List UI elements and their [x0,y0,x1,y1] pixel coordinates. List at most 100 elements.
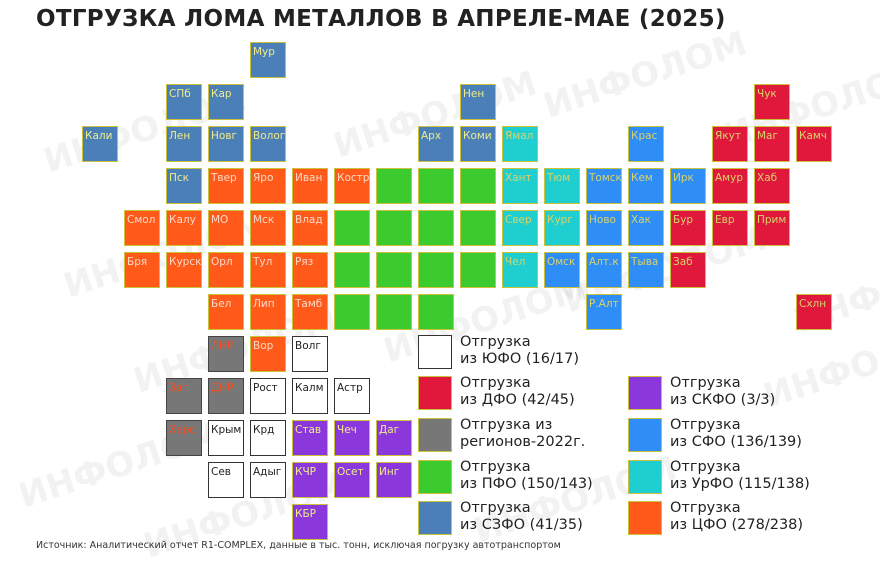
legend-label: Отгрузка из СФО (136/139) [670,417,860,451]
region-label: Лен [169,130,191,142]
region-tile: Арх [418,126,454,162]
region-tile: Омск [544,252,580,288]
region-tile: Смол [124,210,160,246]
legend-label: Отгрузка из ЮФО (16/17) [460,334,650,368]
region-tile: Костр [334,168,370,204]
region-label: Адыг [253,466,282,478]
region-tile: Бря [124,252,160,288]
legend-swatch [418,376,452,410]
region-tile: Бур [670,210,706,246]
region-label: Бря [127,256,148,268]
region-label: Ирк [673,172,694,184]
legend-label: Отгрузка из СКФО (3/3) [670,375,860,409]
region-tile: КБР [292,504,328,540]
region-tile: Зап [166,378,202,414]
region-tile: Мск [250,210,286,246]
region-label: Омск [547,256,576,268]
region-label: Арх [421,130,442,142]
region-tile: Яро [250,168,286,204]
legend-line-1: Отгрузка [460,375,531,391]
region-label: Волог [253,130,286,142]
region-tile: Ново [586,210,622,246]
region-tile: Лип [250,294,286,330]
legend-line-2: из УрФО (115/138) [670,476,810,492]
region-label: Камч [799,130,828,142]
legend-swatch [418,418,452,452]
region-label: Маг [757,130,779,142]
region-tile: Курск [166,252,202,288]
region-tile: Томск [586,168,622,204]
region-label: Хаб [757,172,778,184]
legend-swatch [628,460,662,494]
region-tile [460,252,496,288]
region-label: Бел [211,298,232,310]
legend-line-2: из СЗФО (41/35) [460,517,583,533]
page-title: ОТГРУЗКА ЛОМА МЕТАЛЛОВ В АПРЕЛЕ-МАЕ (202… [36,6,726,32]
region-tile: Амур [712,168,748,204]
region-label: Тамб [295,298,323,310]
region-label: Даг [379,424,400,436]
legend-swatch [418,501,452,535]
region-label: Якут [715,130,741,142]
region-tile: Хаб [754,168,790,204]
region-label: Херс [169,424,196,436]
region-tile: Пск [166,168,202,204]
legend-line-2: из ДФО (42/45) [460,392,575,408]
region-tile: Иван [292,168,328,204]
legend-swatch [418,460,452,494]
region-label: Заб [673,256,693,268]
region-tile: ЛНР [208,336,244,372]
region-tile: Кар [208,84,244,120]
region-label: Чел [505,256,526,268]
region-label: Ямал [505,130,534,142]
region-label: Чук [757,88,777,100]
region-label: ДНР [211,382,234,394]
legend-line-2: из ЮФО (16/17) [460,351,580,367]
region-tile [376,294,412,330]
region-tile: Прим [754,210,790,246]
legend-swatch [628,418,662,452]
region-label: Кург [547,214,573,226]
region-tile: Калу [166,210,202,246]
legend-line-2: из ПФО (150/143) [460,476,593,492]
region-label: Хак [631,214,651,226]
region-tile [376,168,412,204]
region-label: Коми [463,130,492,142]
legend-label: Отгрузка из регионов-2022г. [460,417,650,451]
region-tile: Коми [460,126,496,162]
region-tile: Ряз [292,252,328,288]
region-tile: Алт.к [586,252,622,288]
legend-line-1: Отгрузка [670,459,741,475]
region-label: Тюм [547,172,571,184]
legend-label: Отгрузка из ПФО (150/143) [460,459,650,493]
legend-label: Отгрузка из УрФО (115/138) [670,459,860,493]
region-label: Ряз [295,256,314,268]
region-label: КБР [295,508,316,520]
region-label: Вор [253,340,274,352]
region-tile: Свер [502,210,538,246]
region-label: Сев [211,466,231,478]
region-tile: Чеч [334,420,370,456]
legend-label: Отгрузка из ЦФО (278/238) [670,500,860,534]
legend-line-1: Отгрузка [460,500,531,516]
region-label: Ново [589,214,616,226]
region-tile [418,294,454,330]
region-tile [334,252,370,288]
legend-line-1: Отгрузка [460,334,531,350]
region-tile: Волг [292,336,328,372]
legend-line-2: из СКФО (3/3) [670,392,776,408]
region-tile [418,210,454,246]
region-tile: Тул [250,252,286,288]
legend-label: Отгрузка из ДФО (42/45) [460,375,650,409]
region-label: Инг [379,466,400,478]
region-label: Крым [211,424,242,436]
region-tile [376,252,412,288]
legend-line-2: регионов-2022г. [460,434,586,450]
region-label: Свер [505,214,532,226]
region-label: Алт.к [589,256,619,268]
region-label: Томск [589,172,622,184]
region-tile: Крым [208,420,244,456]
region-label: Тыва [631,256,659,268]
source-note: Источник: Аналитический отчет R1-COMPLEX… [36,540,561,551]
